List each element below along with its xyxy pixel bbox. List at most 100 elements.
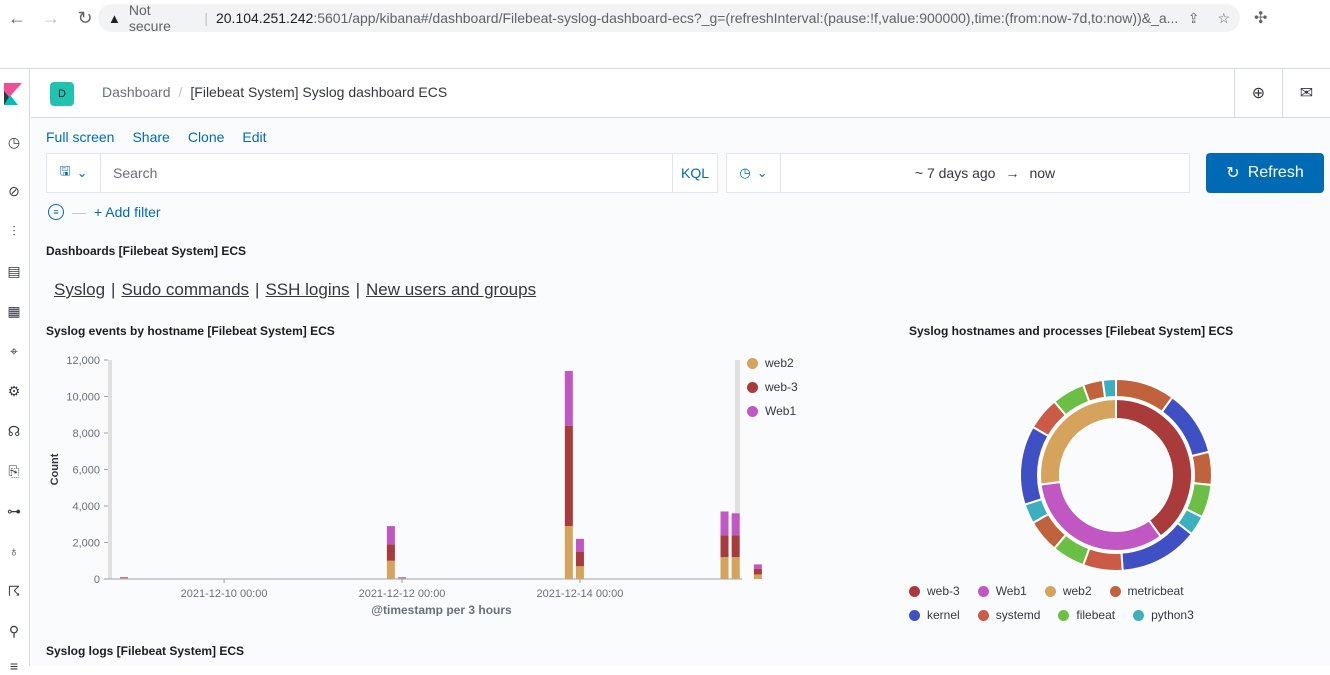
bar-segment-web1[interactable] <box>564 370 573 426</box>
legend-item-kernel[interactable]: kernel <box>909 603 960 627</box>
legend-label: web2 <box>765 356 794 370</box>
ssh-logins-link[interactable]: SSH logins <box>265 280 350 299</box>
dev-tools-icon[interactable]: ⚲ <box>8 622 20 639</box>
markdown-links: Syslog | Sudo commands | SSH logins | Ne… <box>54 280 536 300</box>
clone-link[interactable]: Clone <box>187 129 225 145</box>
legend-item-web-3[interactable]: web-3 <box>747 375 798 399</box>
legend-item-web2[interactable]: web2 <box>1044 579 1092 603</box>
bar-segment-web-3[interactable] <box>753 568 762 575</box>
bar-segment-web2[interactable] <box>398 578 407 579</box>
bar-segment-web-3[interactable] <box>386 544 395 561</box>
infra-icon[interactable]: ☊ <box>7 422 21 439</box>
donut-outer-metricbeat[interactable] <box>1190 450 1213 487</box>
add-filter-link[interactable]: + Add filter <box>94 204 161 220</box>
donut-legend: web-3 Web1 web2 metricbeat kernel systemd file… <box>909 579 1269 627</box>
share-page-icon[interactable]: ⇪ <box>1187 9 1200 26</box>
y-tick-label: 10,000 <box>66 392 100 404</box>
bar-segment-web2[interactable] <box>575 566 584 579</box>
breadcrumb-separator: / <box>178 84 183 100</box>
edit-link[interactable]: Edit <box>242 129 267 145</box>
breadcrumb-dashboard[interactable]: Dashboard <box>102 84 171 100</box>
legend-label: web2 <box>1062 584 1092 598</box>
bar-chart-legend: web2 web-3 Web1 <box>747 351 798 423</box>
space-avatar[interactable]: D <box>50 82 74 106</box>
bar-segment-web-3[interactable] <box>575 551 584 567</box>
bar-segment-web2[interactable] <box>753 574 762 579</box>
apm-icon[interactable]: ⊶ <box>7 502 21 519</box>
filter-options-icon[interactable]: ≡ <box>48 204 64 220</box>
legend-item-web1[interactable]: Web1 <box>977 579 1027 603</box>
date-end[interactable]: now <box>1029 165 1056 181</box>
extensions-icon[interactable]: ✣ <box>1254 10 1268 27</box>
donut-outer-python3[interactable] <box>1101 377 1117 399</box>
not-secure-label: Not secure <box>128 2 171 34</box>
legend-item-web2[interactable]: web2 <box>747 351 798 375</box>
kql-toggle[interactable]: KQL <box>672 154 717 192</box>
legend-item-filebeat[interactable]: filebeat <box>1058 603 1115 627</box>
maps-icon[interactable]: ⌖ <box>10 342 18 359</box>
legend-swatch <box>1109 585 1121 597</box>
siem-icon[interactable]: ☈ <box>7 582 21 599</box>
address-bar[interactable]: ▲ Not secure | 20.104.251.242 :5601/app/… <box>98 2 1240 34</box>
bar-segment-web2[interactable] <box>720 557 729 579</box>
url-host: 20.104.251.242 <box>215 10 314 26</box>
canvas-icon[interactable]: ▦ <box>7 302 21 319</box>
legend-swatch <box>1044 585 1056 597</box>
search-input[interactable] <box>101 154 672 192</box>
kibana-logo-icon[interactable] <box>4 83 22 105</box>
bar-segment-web1[interactable] <box>753 564 762 569</box>
browser-divider <box>0 68 1330 69</box>
share-link[interactable]: Share <box>132 129 170 145</box>
logs-icon[interactable]: ⎘ <box>8 462 20 479</box>
legend-item-python3[interactable]: python3 <box>1133 603 1194 627</box>
bar-segment-web-3[interactable] <box>720 535 729 558</box>
help-icon[interactable]: ⊕ <box>1234 69 1282 117</box>
top-nav-menu: Full screen Share Clone Edit <box>46 129 267 145</box>
legend-item-systemd[interactable]: systemd <box>977 603 1040 627</box>
collapse-menu-icon[interactable]: ≡ <box>9 658 19 674</box>
bookmark-star-icon[interactable]: ☆ <box>1217 9 1230 26</box>
bar-segment-web-3[interactable] <box>120 577 128 579</box>
back-arrow-icon[interactable]: ← <box>8 7 26 28</box>
legend-swatch <box>977 609 989 621</box>
bar-segment-web1[interactable] <box>575 538 584 552</box>
bar-segment-web1[interactable] <box>386 526 395 545</box>
refresh-button[interactable]: ↻ Refresh <box>1206 153 1324 193</box>
clock-icon[interactable]: ◷ <box>7 133 21 150</box>
panel-title-hostnames: Syslog hostnames and processes [Filebeat… <box>909 324 1234 338</box>
legend-item-web1[interactable]: Web1 <box>747 399 798 423</box>
filter-dash: — <box>72 204 86 220</box>
syslog-link[interactable]: Syslog <box>54 280 106 299</box>
date-range[interactable]: ~ 7 days ago → now <box>781 165 1189 181</box>
donut-inner-web2[interactable] <box>1039 397 1117 486</box>
bar-segment-web-3[interactable] <box>731 535 740 558</box>
bar-segment-web1[interactable] <box>398 577 407 578</box>
x-tick-label: 2021-12-10 00:00 <box>181 588 268 600</box>
bar-segment-web-3[interactable] <box>398 577 407 579</box>
bar-segment-web1[interactable] <box>720 511 729 536</box>
ml-icon[interactable]: ⚙ <box>7 382 21 399</box>
reload-icon[interactable]: ↻ <box>77 7 93 28</box>
quick-menu-button[interactable]: ◷ ⌄ <box>727 154 781 192</box>
forward-arrow-icon[interactable]: → <box>42 7 60 28</box>
legend-swatch <box>909 609 920 621</box>
dashboard-icon[interactable]: ▤ <box>7 262 21 279</box>
new-users-groups-link[interactable]: New users and groups <box>365 280 537 299</box>
full-screen-link[interactable]: Full screen <box>46 129 115 145</box>
visualize-icon[interactable]: ⫶ <box>12 222 16 239</box>
bar-segment-web1[interactable] <box>731 513 740 536</box>
bar-segment-web-3[interactable] <box>564 425 573 527</box>
legend-item-web-3[interactable]: web-3 <box>909 579 960 603</box>
bar-segment-web1[interactable] <box>120 577 128 578</box>
newsfeed-mail-icon[interactable]: ✉ <box>1282 69 1330 117</box>
bar-segment-web2[interactable] <box>564 526 573 579</box>
legend-item-metricbeat[interactable]: metricbeat <box>1109 579 1184 603</box>
discover-compass-icon[interactable]: ⊘ <box>8 182 20 199</box>
bar-segment-web2[interactable] <box>120 578 128 579</box>
bar-segment-web2[interactable] <box>731 557 740 579</box>
bar-segment-web2[interactable] <box>386 560 395 579</box>
date-start[interactable]: ~ 7 days ago <box>914 165 996 181</box>
sudo-commands-link[interactable]: Sudo commands <box>121 280 250 299</box>
uptime-icon[interactable]: ♁ <box>8 543 20 559</box>
saved-query-button[interactable]: 🖫 ⌄ <box>47 154 101 192</box>
